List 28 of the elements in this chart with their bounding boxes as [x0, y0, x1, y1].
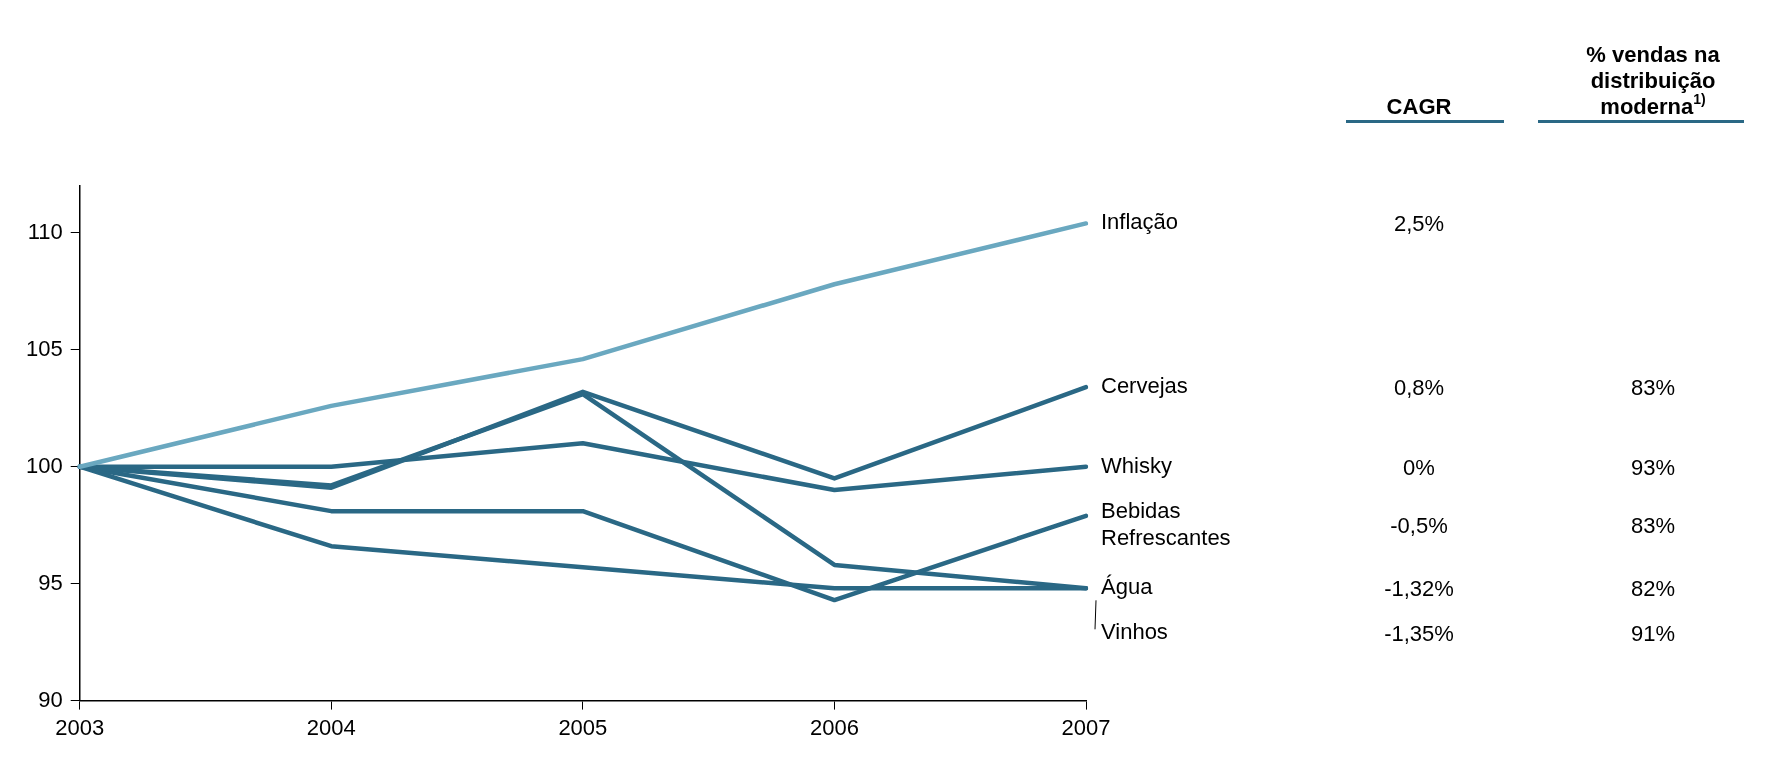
- text: 83%: [1630, 375, 1676, 401]
- series-label: Vinhos: [1101, 619, 1168, 645]
- text: 83%: [1630, 513, 1676, 539]
- y-tick-label: 110: [27, 218, 63, 244]
- x-tick-label: 2006: [809, 714, 859, 740]
- text: 91%: [1630, 621, 1676, 647]
- text: CAGR: [1386, 94, 1452, 120]
- text: -0,5%: [1390, 513, 1448, 539]
- text: 0%: [1403, 454, 1435, 480]
- text: -1,35%: [1384, 621, 1454, 647]
- text: 82%: [1630, 576, 1676, 602]
- series-label: Bebidas Refrescantes: [1101, 497, 1231, 550]
- y-tick-label: 90: [38, 686, 63, 712]
- text: 93%: [1630, 454, 1676, 480]
- y-tick-label: 105: [25, 335, 63, 361]
- series-label: Cervejas: [1101, 373, 1188, 399]
- series-label: Whisky: [1101, 452, 1172, 478]
- y-tick-label: 100: [25, 452, 63, 478]
- series-label: Água: [1101, 574, 1154, 600]
- x-tick-label: 2007: [1061, 714, 1111, 740]
- y-tick-label: 95: [38, 569, 63, 595]
- text: -1,32%: [1384, 576, 1454, 602]
- text: 2,5%: [1393, 211, 1445, 237]
- x-tick-label: 2004: [306, 714, 356, 740]
- text: 0,8%: [1393, 375, 1445, 401]
- x-tick-label: 2005: [558, 714, 608, 740]
- x-tick-label: 2003: [55, 714, 105, 740]
- series-label: Inflação: [1101, 209, 1179, 235]
